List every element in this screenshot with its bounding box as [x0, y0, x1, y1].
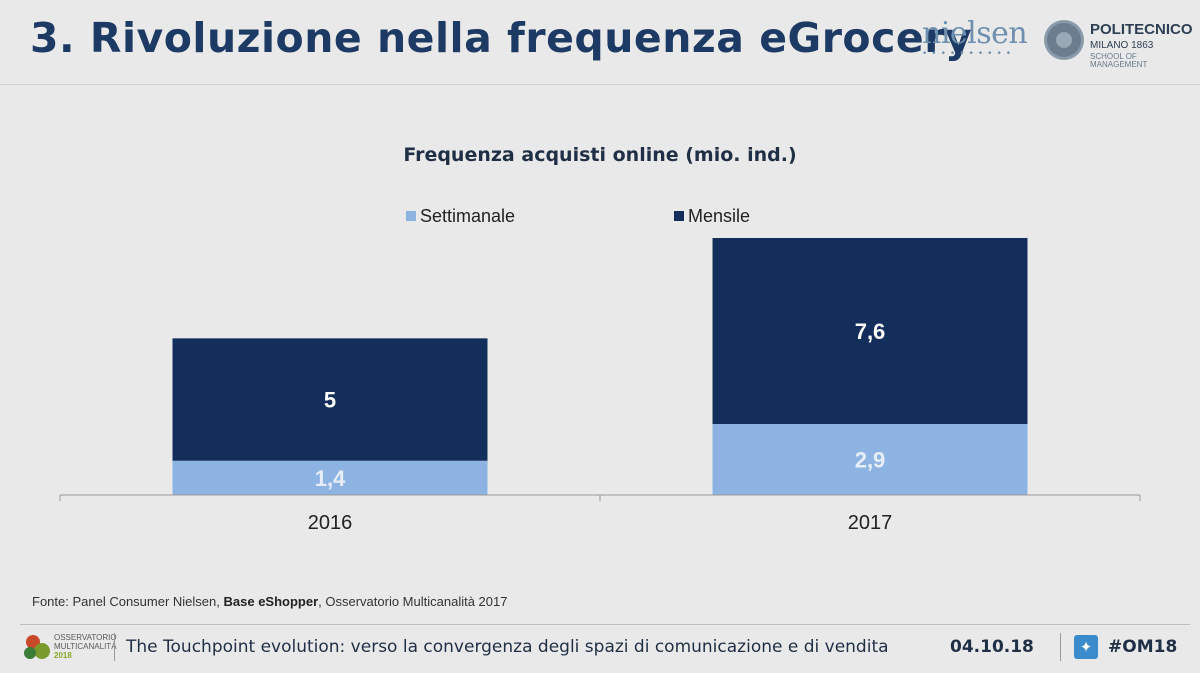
bar-mensile-2016 [172, 338, 488, 461]
x-tick-label-2017: 2017 [848, 512, 893, 534]
hashtag-link[interactable]: #OM18 [1108, 637, 1178, 657]
politecnico-city: MILANO 1863 [1090, 40, 1154, 51]
osservatorio-logo: OSSERVATORIO MULTICANALITÀ 2018 [22, 631, 117, 667]
x-tick-label-2016: 2016 [308, 512, 353, 534]
footer-date: 04.10.18 [950, 637, 1034, 657]
data-label-settimanale-2016: 1,4 [315, 466, 346, 491]
politecnico-logo: POLITECNICO MILANO 1863 SCHOOL OF MANAGE… [1044, 20, 1194, 69]
legend-swatch-mensile [674, 211, 684, 221]
chart-title: Frequenza acquisti online (mio. ind.) [403, 144, 797, 166]
legend-item-mensile: Mensile [674, 204, 750, 228]
footer-tagline: The Touchpoint evolution: verso la conve… [126, 637, 889, 657]
nielsen-logo-text: nielsen [922, 16, 1028, 51]
data-label-mensile-2016: 5 [324, 388, 336, 413]
logo-circle-darkgreen-icon [24, 647, 36, 659]
source-prefix: Fonte: Panel Consumer Nielsen, [32, 594, 220, 609]
footer-divider [1060, 633, 1061, 661]
source-note: Fonte: Panel Consumer Nielsen, Base eSho… [32, 594, 507, 609]
legend-swatch-settimanale [406, 211, 416, 221]
nielsen-logo-dots: •••••••••• [922, 49, 1016, 59]
twitter-icon[interactable]: ✦ [1074, 635, 1098, 659]
footer-bar: OSSERVATORIO MULTICANALITÀ 2018 The Touc… [20, 624, 1190, 670]
om-logo-line1: OSSERVATORIO [54, 633, 117, 642]
politecnico-name: POLITECNICO [1090, 21, 1193, 38]
bar-settimanale-2017 [712, 424, 1028, 495]
legend-label-settimanale: Settimanale [420, 205, 516, 226]
source-suffix: , Osservatorio Multicanalità 2017 [318, 594, 508, 609]
footer-divider [114, 633, 115, 661]
bar-settimanale-2016 [172, 460, 488, 495]
om-logo-year: 2018 [54, 651, 72, 660]
logo-circle-green-icon [34, 643, 50, 659]
data-label-mensile-2017: 7,6 [855, 319, 886, 344]
politecnico-seal-icon [1044, 20, 1084, 60]
data-label-settimanale-2017: 2,9 [855, 448, 886, 473]
source-bold: Base eShopper [223, 594, 319, 609]
header-divider [0, 84, 1200, 85]
chart-plot-area: 1,4 5 2016 2,9 7,6 2017 [59, 238, 1141, 534]
chart-legend: Settimanale Mensile [40, 204, 1160, 228]
page-title: 3. Rivoluzione nella frequenza eGrocery [30, 14, 973, 62]
legend-item-settimanale: Settimanale [406, 204, 515, 228]
legend-label-mensile: Mensile [688, 205, 751, 226]
bar-mensile-2017 [712, 238, 1028, 425]
stacked-bar-chart: 1,4 5 2016 2,9 7,6 2017 Frequenza acquisti on… [40, 140, 1160, 560]
politecnico-school: SCHOOL OF MANAGEMENT [1090, 52, 1148, 69]
om-logo-line2: MULTICANALITÀ [54, 642, 117, 651]
nielsen-logo: nielsen •••••••••• [922, 16, 1030, 66]
